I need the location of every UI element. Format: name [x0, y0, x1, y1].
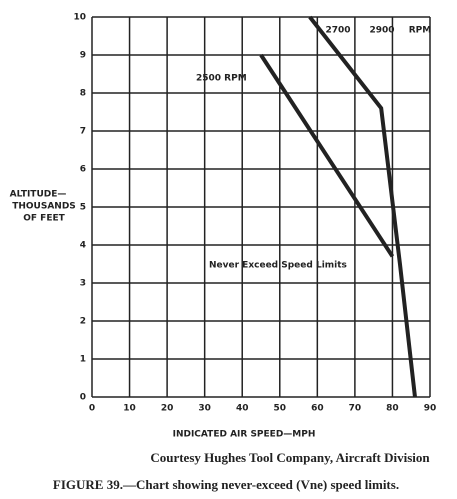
x-tick-label: 20 — [161, 404, 174, 414]
y-tick-label: 8 — [80, 89, 86, 99]
annotation: Never Exceed Speed Limits — [209, 261, 347, 271]
annotation: 2900 — [369, 26, 394, 36]
annotation: RPM — [409, 26, 432, 36]
data-line — [259, 53, 395, 258]
x-tick-label: 30 — [198, 404, 211, 414]
x-tick-label: 10 — [123, 404, 136, 414]
y-axis-label: THOUSANDS — [12, 202, 76, 212]
y-tick-label: 7 — [80, 127, 86, 137]
x-tick-label: 60 — [311, 404, 324, 414]
y-tick-label: 4 — [80, 241, 86, 251]
x-axis-label: INDICATED AIR SPEED—MPH — [173, 430, 316, 440]
x-tick-label: 50 — [274, 404, 287, 414]
y-axis-label: ALTITUDE— — [10, 190, 67, 200]
x-tick-label: 80 — [386, 404, 399, 414]
x-tick-label: 70 — [349, 404, 362, 414]
annotation: 2700 — [325, 26, 350, 36]
y-tick-label: 6 — [80, 165, 86, 175]
y-tick-label: 10 — [73, 13, 86, 23]
y-tick-label: 1 — [80, 355, 86, 365]
y-tick-label: 9 — [80, 51, 86, 61]
data-line — [308, 15, 417, 398]
series-label: 2500 RPM — [196, 74, 247, 84]
x-tick-label: 40 — [236, 404, 249, 414]
y-tick-label: 5 — [80, 203, 86, 213]
y-tick-label: 2 — [80, 317, 86, 327]
credit: Courtesy Hughes Tool Company, Aircraft D… — [150, 450, 430, 465]
x-tick-label: 0 — [89, 404, 95, 414]
caption: FIGURE 39.—Chart showing never-exceed (V… — [53, 477, 399, 492]
y-tick-label: 3 — [80, 279, 86, 289]
x-tick-label: 90 — [424, 404, 437, 414]
y-tick-label: 0 — [80, 393, 86, 403]
y-axis-label: OF FEET — [23, 214, 65, 224]
